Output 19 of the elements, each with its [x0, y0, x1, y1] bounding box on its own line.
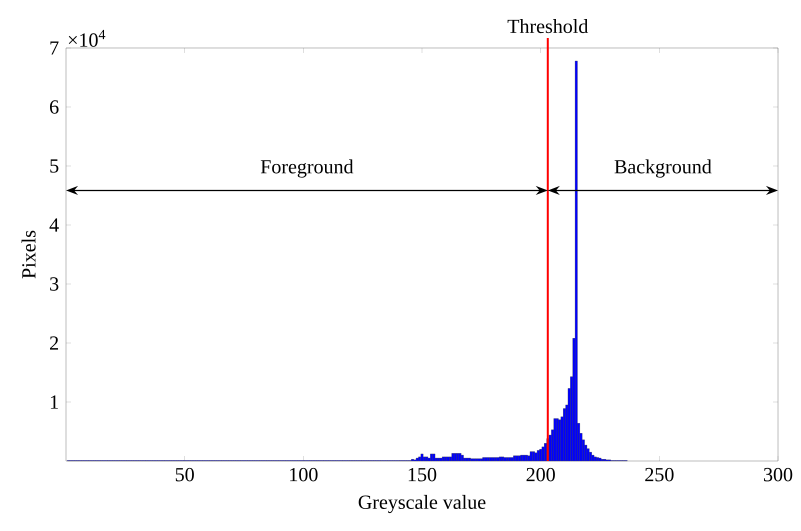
text: ×10$^{4}$: [68, 30, 106, 47]
y-tick-label: 7: [50, 41, 59, 55]
x-axis-title: Greyscale value: [358, 494, 486, 514]
y-axis-title: Pixels: [22, 230, 36, 278]
x-tick-label: 50: [176, 468, 194, 482]
x-tick-label: 150: [408, 468, 436, 482]
y-tick-label: 3: [50, 277, 58, 291]
y-tick-label: 2: [50, 336, 58, 350]
x-tick-label: 300: [764, 468, 792, 482]
x-tick-label: 100: [290, 468, 318, 482]
y-tick-label: 4: [50, 218, 59, 232]
ref-line-label: Threshold: [508, 19, 588, 34]
y-tick-label: 1: [50, 395, 58, 409]
annotation: Foreground: [260, 159, 354, 178]
annotation: Background: [614, 159, 712, 178]
x-tick-label: 250: [645, 468, 674, 482]
y-tick-label: 5: [50, 159, 58, 173]
x-tick-label: 200: [526, 468, 555, 482]
y-tick-label: 6: [50, 100, 59, 114]
